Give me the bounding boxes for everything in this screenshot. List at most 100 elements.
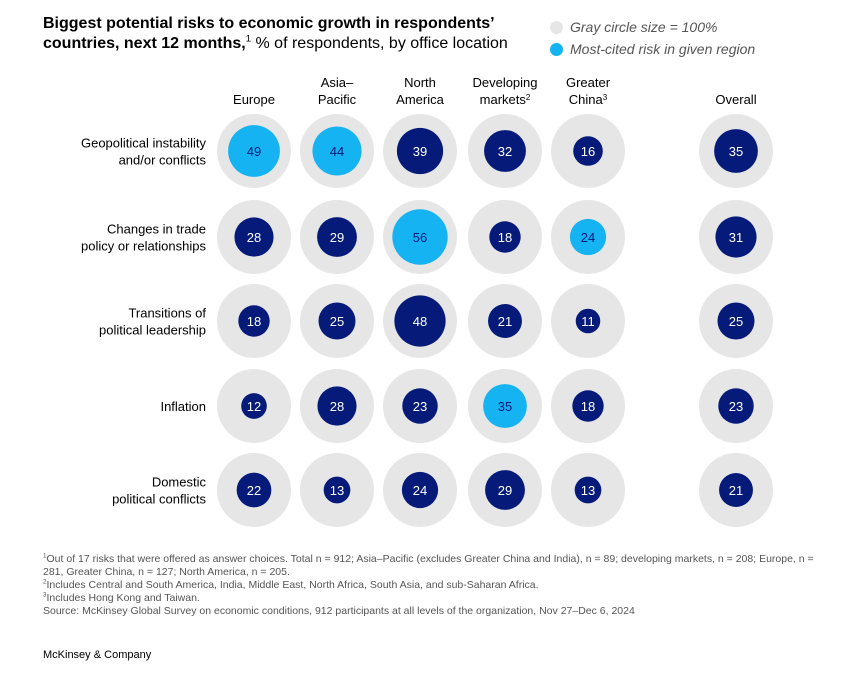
row-label: political leadership (99, 323, 206, 338)
gray-circle-icon (550, 20, 563, 34)
value-bubble (574, 476, 602, 504)
legend-item-highlight: Most-cited risk in given region (550, 38, 755, 60)
value-bubble (392, 209, 448, 265)
row-label: Changes in trade (107, 222, 206, 237)
value-label: 11 (581, 314, 595, 329)
row-label: Domestic (152, 475, 207, 490)
column-label-footnote-mark: 3 (603, 93, 608, 102)
value-label: 21 (498, 314, 512, 329)
blue-circle-icon (550, 42, 563, 56)
value-label: 29 (330, 230, 344, 245)
column-label: Asia– (321, 75, 354, 90)
column-label: Greater (566, 75, 611, 90)
column-label: Developing (472, 75, 537, 90)
title-bold: Biggest potential risks to economic grow… (43, 15, 494, 52)
value-label: 13 (581, 483, 595, 498)
value-bubble (715, 216, 757, 258)
footnote-text: Includes Hong Kong and Taiwan. (46, 592, 200, 604)
value-bubble (483, 384, 527, 428)
footnote: 2Includes Central and South America, Ind… (43, 579, 833, 592)
value-label: 32 (498, 144, 512, 159)
row-label: Geopolitical instability (81, 136, 207, 151)
value-bubble (485, 470, 525, 510)
value-label: 25 (729, 314, 743, 329)
value-bubble (228, 125, 280, 177)
value-label: 24 (581, 230, 595, 245)
value-bubble (236, 472, 272, 508)
value-bubble (402, 388, 438, 424)
value-bubble (312, 126, 362, 176)
value-label: 44 (330, 144, 344, 159)
row-label: political conflicts (112, 492, 206, 507)
title-subtitle: % of respondents, by office location (251, 35, 508, 52)
value-bubble (718, 388, 754, 424)
value-label: 18 (581, 399, 595, 414)
value-bubble (489, 221, 521, 253)
value-label: 49 (247, 144, 261, 159)
value-bubble (394, 295, 446, 347)
value-label: 23 (413, 399, 427, 414)
bubble-chart: Europe Asia– Pacific North America Developing… (81, 75, 773, 527)
value-bubble (717, 302, 755, 340)
row-label: Inflation (160, 399, 206, 414)
value-label: 18 (498, 230, 512, 245)
value-bubble (569, 218, 607, 256)
value-bubble (401, 471, 439, 509)
value-bubble (484, 130, 526, 172)
legend-label-highlight: Most-cited risk in given region (570, 41, 756, 57)
value-bubble (572, 390, 604, 422)
column-label-footnote-mark: 2 (526, 93, 531, 102)
value-bubble (234, 217, 274, 257)
row-label: and/or conflicts (119, 153, 207, 168)
footnote: 1Out of 17 risks that were offered as an… (43, 553, 833, 579)
column-label: North (404, 75, 436, 90)
value-label: 35 (498, 399, 512, 414)
value-bubble (317, 217, 357, 257)
value-label: 28 (330, 399, 344, 414)
value-label: 18 (247, 314, 261, 329)
legend-label-gray: Gray circle size = 100% (570, 19, 718, 35)
value-label: 28 (247, 230, 261, 245)
value-bubble (714, 129, 758, 173)
value-label: 16 (581, 144, 595, 159)
value-label: 22 (247, 483, 261, 498)
footnote-text: Includes Central and South America, Indi… (46, 579, 539, 591)
value-label: 24 (413, 483, 427, 498)
value-bubble (241, 393, 267, 419)
footnotes: 1Out of 17 risks that were offered as an… (43, 553, 833, 618)
value-bubble (488, 304, 522, 338)
column-label: markets2 (480, 92, 531, 107)
footnote-mark: 3 (43, 591, 47, 599)
chart-title: Biggest potential risks to economic grow… (43, 14, 543, 54)
footnote: 3Includes Hong Kong and Taiwan. (43, 592, 833, 605)
column-label: Pacific (318, 92, 357, 107)
footnote-mark: 1 (43, 552, 47, 560)
row-label: policy or relationships (81, 239, 207, 254)
value-bubble (323, 476, 351, 504)
column-label: China3 (569, 92, 608, 107)
footnote-text: Out of 17 risks that were offered as ans… (43, 553, 814, 578)
value-label: 25 (330, 314, 344, 329)
legend-item-gray: Gray circle size = 100% (550, 16, 755, 38)
value-label: 35 (729, 144, 743, 159)
value-label: 13 (330, 483, 344, 498)
title-footnote-mark: 1 (245, 33, 252, 45)
value-label: 56 (413, 230, 427, 245)
column-label: America (396, 92, 444, 107)
value-bubble (317, 386, 357, 426)
value-bubble (719, 473, 753, 507)
brand-logo-text: McKinsey & Company (43, 649, 152, 661)
row-label: Transitions of (128, 306, 206, 321)
column-label: Overall (715, 92, 756, 107)
value-bubble (318, 302, 356, 340)
value-label: 21 (729, 483, 743, 498)
value-bubble (573, 136, 603, 166)
value-label: 12 (247, 399, 261, 414)
value-label: 31 (729, 230, 743, 245)
value-label: 23 (729, 399, 743, 414)
value-bubble (575, 308, 601, 334)
legend: Gray circle size = 100% Most-cited risk … (550, 16, 755, 60)
footnote-mark: 2 (43, 578, 47, 586)
value-label: 39 (413, 144, 427, 159)
value-label: 29 (498, 483, 512, 498)
